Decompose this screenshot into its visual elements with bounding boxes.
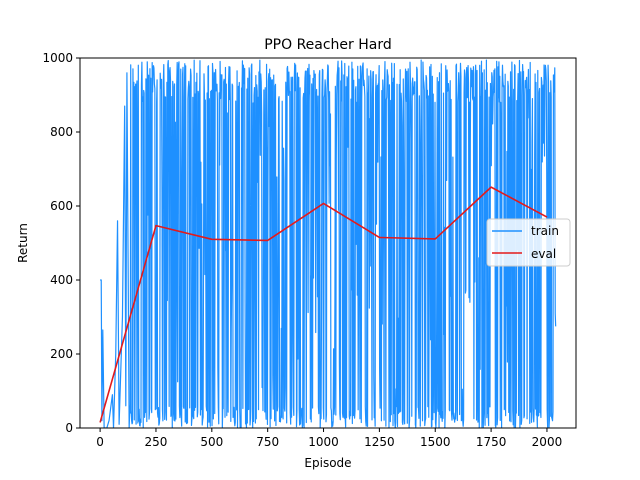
plot-frame (79, 57, 577, 429)
x-tick-label: 1750 (476, 435, 507, 449)
legend: train eval (486, 218, 571, 267)
eval-series (99, 186, 548, 423)
plot-area (99, 59, 557, 428)
train-line (100, 59, 557, 428)
legend-eval-label: eval (531, 247, 556, 261)
x-tick-label: 1500 (420, 435, 451, 449)
legend-train-label: train (531, 224, 559, 238)
x-tick-label: 0 (96, 435, 104, 449)
x-tick-label: 250 (145, 435, 168, 449)
x-tick-label: 2000 (532, 435, 563, 449)
x-tick-label: 500 (200, 435, 223, 449)
chart-title: PPO Reacher Hard (264, 37, 392, 53)
x-axis-label: Episode (304, 456, 351, 470)
y-tick-label: 400 (50, 273, 73, 287)
y-tick-label: 600 (50, 199, 73, 213)
train-series (100, 59, 557, 428)
y-tick-label: 800 (50, 125, 73, 139)
y-tick-label: 0 (65, 421, 73, 435)
y-axis-ticks: 0 200 400 600 800 1000 (42, 51, 80, 435)
x-tick-label: 1250 (364, 435, 395, 449)
x-axis-ticks: 0 250 500 750 1000 1250 1500 1750 2000 (96, 428, 562, 449)
y-tick-label: 1000 (42, 51, 73, 65)
x-tick-label: 1000 (308, 435, 339, 449)
y-tick-label: 200 (50, 347, 73, 361)
y-axis-label: Return (16, 223, 30, 263)
x-tick-label: 750 (256, 435, 279, 449)
